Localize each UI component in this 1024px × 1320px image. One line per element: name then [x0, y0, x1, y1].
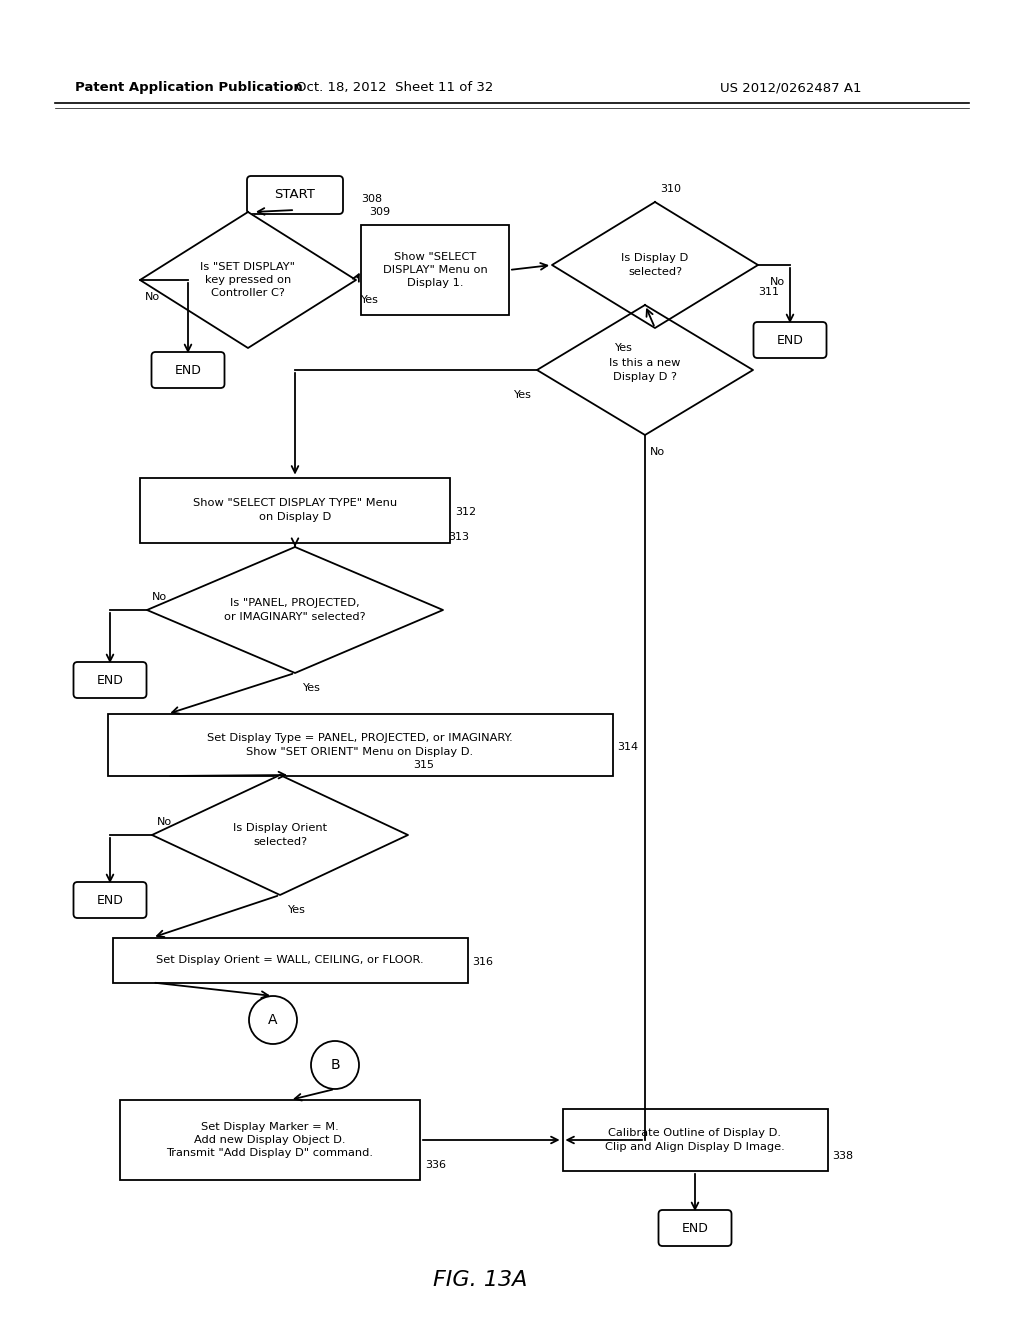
Text: Yes: Yes	[361, 294, 379, 305]
Text: Show "SELECT DISPLAY TYPE" Menu
on Display D: Show "SELECT DISPLAY TYPE" Menu on Displ…	[193, 499, 397, 521]
Text: 313: 313	[449, 532, 469, 543]
Text: Set Display Marker = M.
Add new Display Object D.
Transmit "Add Display D" comma: Set Display Marker = M. Add new Display …	[167, 1122, 374, 1158]
Text: No: No	[650, 447, 666, 457]
Text: Patent Application Publication: Patent Application Publication	[75, 82, 303, 95]
Text: 311: 311	[758, 286, 779, 297]
Text: END: END	[174, 363, 202, 376]
Text: 336: 336	[425, 1160, 446, 1170]
Bar	[108, 714, 612, 776]
FancyBboxPatch shape	[754, 322, 826, 358]
Polygon shape	[140, 213, 356, 348]
Text: B: B	[330, 1059, 340, 1072]
Text: Is Display Orient
selected?: Is Display Orient selected?	[232, 824, 327, 846]
Text: 315: 315	[413, 760, 434, 770]
Text: Set Display Type = PANEL, PROJECTED, or IMAGINARY.
Show "SET ORIENT" Menu on Dis: Set Display Type = PANEL, PROJECTED, or …	[207, 734, 513, 756]
Bar	[113, 937, 468, 982]
Polygon shape	[552, 202, 758, 327]
Text: Yes: Yes	[303, 682, 321, 693]
FancyBboxPatch shape	[74, 882, 146, 917]
Text: START: START	[274, 189, 315, 202]
Polygon shape	[537, 305, 753, 436]
Text: Is this a new
Display D ?: Is this a new Display D ?	[609, 359, 681, 381]
Text: END: END	[776, 334, 804, 346]
Text: Calibrate Outline of Display D.
Clip and Align Display D Image.: Calibrate Outline of Display D. Clip and…	[605, 1129, 784, 1151]
Text: US 2012/0262487 A1: US 2012/0262487 A1	[720, 82, 861, 95]
Circle shape	[311, 1041, 359, 1089]
Text: END: END	[96, 894, 124, 907]
Text: A: A	[268, 1012, 278, 1027]
Text: Yes: Yes	[514, 389, 532, 400]
FancyBboxPatch shape	[247, 176, 343, 214]
Text: Is "SET DISPLAY"
key pressed on
Controller C?: Is "SET DISPLAY" key pressed on Controll…	[201, 261, 296, 298]
Text: Set Display Orient = WALL, CEILING, or FLOOR.: Set Display Orient = WALL, CEILING, or F…	[157, 954, 424, 965]
FancyBboxPatch shape	[152, 352, 224, 388]
Text: END: END	[682, 1221, 709, 1234]
Polygon shape	[152, 775, 408, 895]
Text: Yes: Yes	[615, 343, 633, 352]
FancyBboxPatch shape	[74, 663, 146, 698]
Text: Oct. 18, 2012  Sheet 11 of 32: Oct. 18, 2012 Sheet 11 of 32	[296, 82, 494, 95]
Text: Is "PANEL, PROJECTED,
or IMAGINARY" selected?: Is "PANEL, PROJECTED, or IMAGINARY" sele…	[224, 598, 366, 622]
Circle shape	[249, 997, 297, 1044]
Text: Is Display D
selected?: Is Display D selected?	[622, 253, 688, 277]
Bar	[562, 1109, 827, 1171]
Text: No: No	[145, 292, 160, 302]
Text: 338: 338	[833, 1151, 854, 1162]
Text: No: No	[770, 277, 785, 286]
Text: 316: 316	[472, 957, 494, 968]
Text: Yes: Yes	[288, 906, 306, 915]
Text: 312: 312	[455, 507, 476, 517]
Text: FIG. 13A: FIG. 13A	[433, 1270, 527, 1290]
Text: No: No	[157, 817, 172, 828]
Bar	[120, 1100, 420, 1180]
Text: Show "SELECT
DISPLAY" Menu on
Display 1.: Show "SELECT DISPLAY" Menu on Display 1.	[383, 252, 487, 288]
Text: 310: 310	[660, 183, 681, 194]
Text: END: END	[96, 673, 124, 686]
Polygon shape	[147, 546, 443, 673]
Text: 309: 309	[369, 207, 390, 216]
Text: 308: 308	[361, 194, 382, 205]
Bar	[361, 224, 509, 315]
Text: 314: 314	[617, 742, 639, 752]
Text: No: No	[152, 591, 167, 602]
FancyBboxPatch shape	[658, 1210, 731, 1246]
Bar	[140, 478, 450, 543]
